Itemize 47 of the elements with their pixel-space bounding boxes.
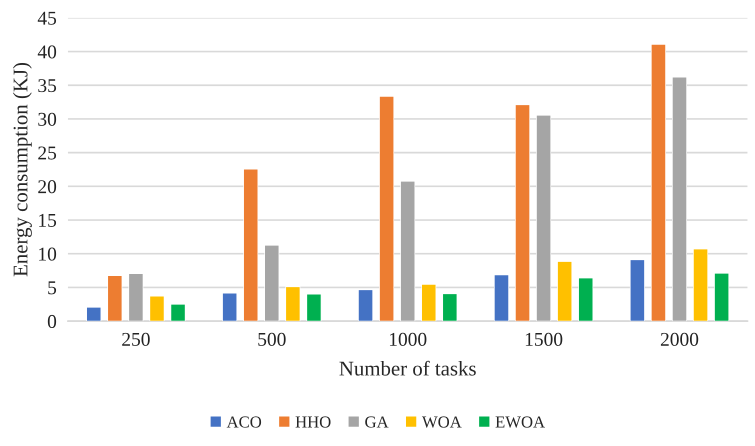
- x-axis-title: Number of tasks: [339, 360, 476, 376]
- bar: [421, 284, 436, 322]
- bar: [536, 114, 552, 322]
- bar: [650, 44, 666, 322]
- bar: [170, 304, 186, 322]
- bar: [578, 278, 594, 322]
- y-axis-title: Energy consumption (KJ): [12, 62, 32, 276]
- bar: [693, 248, 708, 322]
- bar: [128, 273, 144, 322]
- bar: [306, 294, 322, 322]
- bar: [379, 96, 394, 322]
- y-tick-label: 25: [38, 146, 56, 160]
- y-tick-label: 5: [48, 281, 56, 294]
- bar: [442, 293, 458, 322]
- legend-label: EWOA: [496, 416, 545, 428]
- legend-label: HHO: [296, 416, 331, 428]
- y-tick-label: 40: [38, 45, 56, 58]
- y-tick-label: 15: [39, 214, 56, 227]
- bar: [630, 259, 645, 322]
- bar: [557, 261, 572, 322]
- bar: [515, 104, 530, 322]
- bar: [285, 286, 300, 322]
- x-tick-label: 250: [122, 332, 150, 346]
- bar: [243, 168, 258, 322]
- y-tick-label: 20: [38, 180, 56, 194]
- x-tick-label: 1000: [390, 332, 426, 346]
- bar: [672, 76, 687, 322]
- x-tick-label: 1500: [526, 332, 562, 346]
- x-tick-label: 2000: [660, 332, 698, 346]
- y-tick-label: 45: [38, 12, 56, 25]
- y-tick-label: 30: [38, 112, 56, 126]
- legend-label: WOA: [422, 416, 462, 428]
- x-tick-label: 500: [258, 332, 286, 346]
- y-tick-label: 35: [38, 79, 56, 92]
- bar: [714, 272, 730, 322]
- y-tick-label: 10: [39, 248, 56, 261]
- legend-label: ACO: [226, 416, 262, 428]
- bar: [107, 275, 122, 322]
- bar: [149, 296, 164, 322]
- bar: [264, 244, 280, 322]
- bar: [400, 180, 416, 322]
- bar: [494, 274, 509, 322]
- y-tick-label: 0: [48, 314, 56, 328]
- bar: [222, 292, 238, 322]
- bar: [86, 306, 102, 322]
- legend-label: GA: [365, 416, 388, 428]
- bar: [358, 289, 374, 322]
